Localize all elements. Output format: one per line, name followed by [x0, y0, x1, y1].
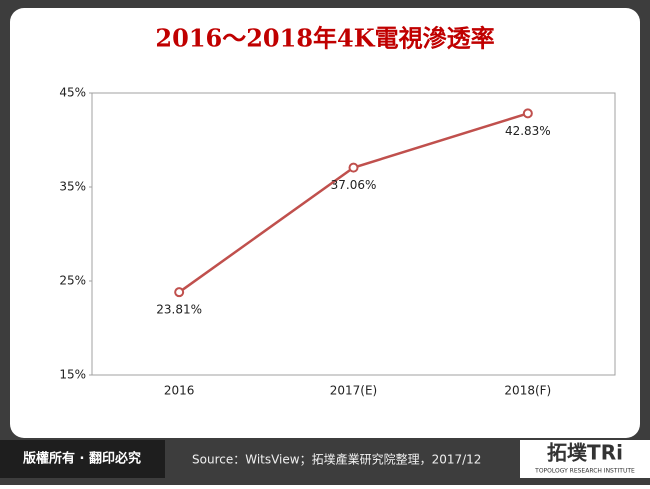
plot-area — [91, 92, 616, 376]
y-tick-label: 35% — [59, 180, 86, 194]
rights: 版權所有 · 翻印必究 — [23, 451, 141, 467]
x-tick-label: 2017(E) — [330, 384, 377, 398]
source: Source：WitsView；拓墣產業研究院整理，2017/12 — [192, 452, 481, 467]
logo-subtitle: TOPOLOGY RESEARCH INSTITUTE — [534, 468, 635, 475]
marker — [522, 108, 533, 119]
chart-title: 2016～2018年4K電視滲透率 — [155, 24, 494, 53]
data-label: 23.81% — [156, 303, 202, 317]
y-tick-label: 45% — [59, 86, 86, 100]
data-label: 42.83% — [505, 124, 551, 138]
x-tick-label: 2016 — [164, 384, 195, 398]
logo: 拓墣TRi — [547, 441, 623, 465]
y-tick-label: 25% — [59, 274, 86, 288]
logo-box — [520, 440, 650, 478]
marker — [348, 162, 359, 173]
data-label: 37.06% — [331, 178, 377, 192]
y-tick-label: 15% — [59, 368, 86, 382]
marker — [174, 287, 185, 298]
rights-box — [0, 440, 165, 478]
x-tick-label: 2018(F) — [504, 384, 551, 398]
panel — [10, 8, 640, 438]
